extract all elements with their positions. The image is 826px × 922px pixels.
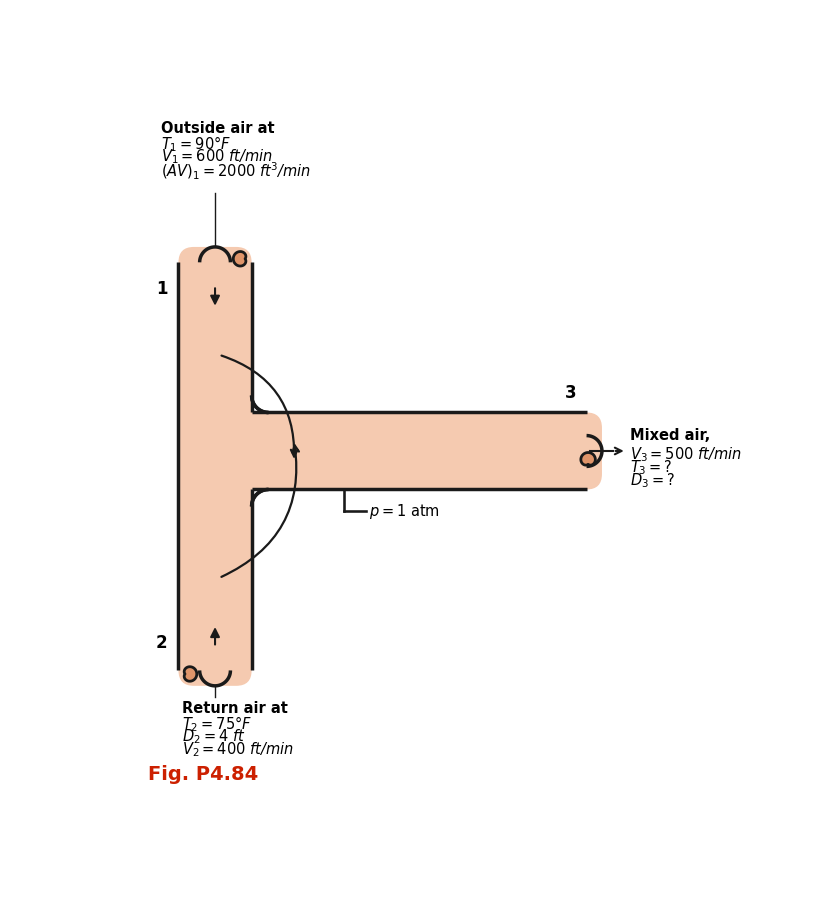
- FancyBboxPatch shape: [178, 412, 602, 490]
- Text: $D_3 = ?$: $D_3 = ?$: [629, 472, 675, 491]
- Text: 1: 1: [156, 280, 168, 299]
- Text: 3: 3: [565, 384, 577, 402]
- Text: $T_3 = ?$: $T_3 = ?$: [629, 458, 672, 478]
- Polygon shape: [581, 453, 596, 465]
- Text: $(AV)_1 = 2000$ ft$^3$/min: $(AV)_1 = 2000$ ft$^3$/min: [161, 160, 311, 182]
- Text: $V_1 = 600$ ft/min: $V_1 = 600$ ft/min: [161, 148, 273, 166]
- Text: $T_1 = 90\degree$F: $T_1 = 90\degree$F: [161, 135, 231, 154]
- FancyBboxPatch shape: [178, 247, 252, 686]
- Polygon shape: [233, 252, 246, 266]
- Bar: [252, 412, 268, 430]
- Text: $D_2 = 4$ ft: $D_2 = 4$ ft: [183, 727, 246, 746]
- Text: 2: 2: [156, 634, 168, 653]
- Text: Return air at: Return air at: [183, 702, 288, 716]
- Text: Mixed air,: Mixed air,: [629, 429, 710, 443]
- Text: Outside air at: Outside air at: [161, 122, 274, 136]
- Text: Fig. P4.84: Fig. P4.84: [148, 764, 258, 784]
- Bar: [252, 473, 268, 490]
- Text: $V_3 = 500$ ft/min: $V_3 = 500$ ft/min: [629, 445, 742, 465]
- Text: $p = 1$ atm: $p = 1$ atm: [369, 502, 440, 521]
- Polygon shape: [184, 667, 197, 681]
- Text: $T_2 = 75\degree$F: $T_2 = 75\degree$F: [183, 715, 253, 734]
- Bar: [178, 412, 252, 490]
- Text: $V_2 = 400$ ft/min: $V_2 = 400$ ft/min: [183, 740, 294, 759]
